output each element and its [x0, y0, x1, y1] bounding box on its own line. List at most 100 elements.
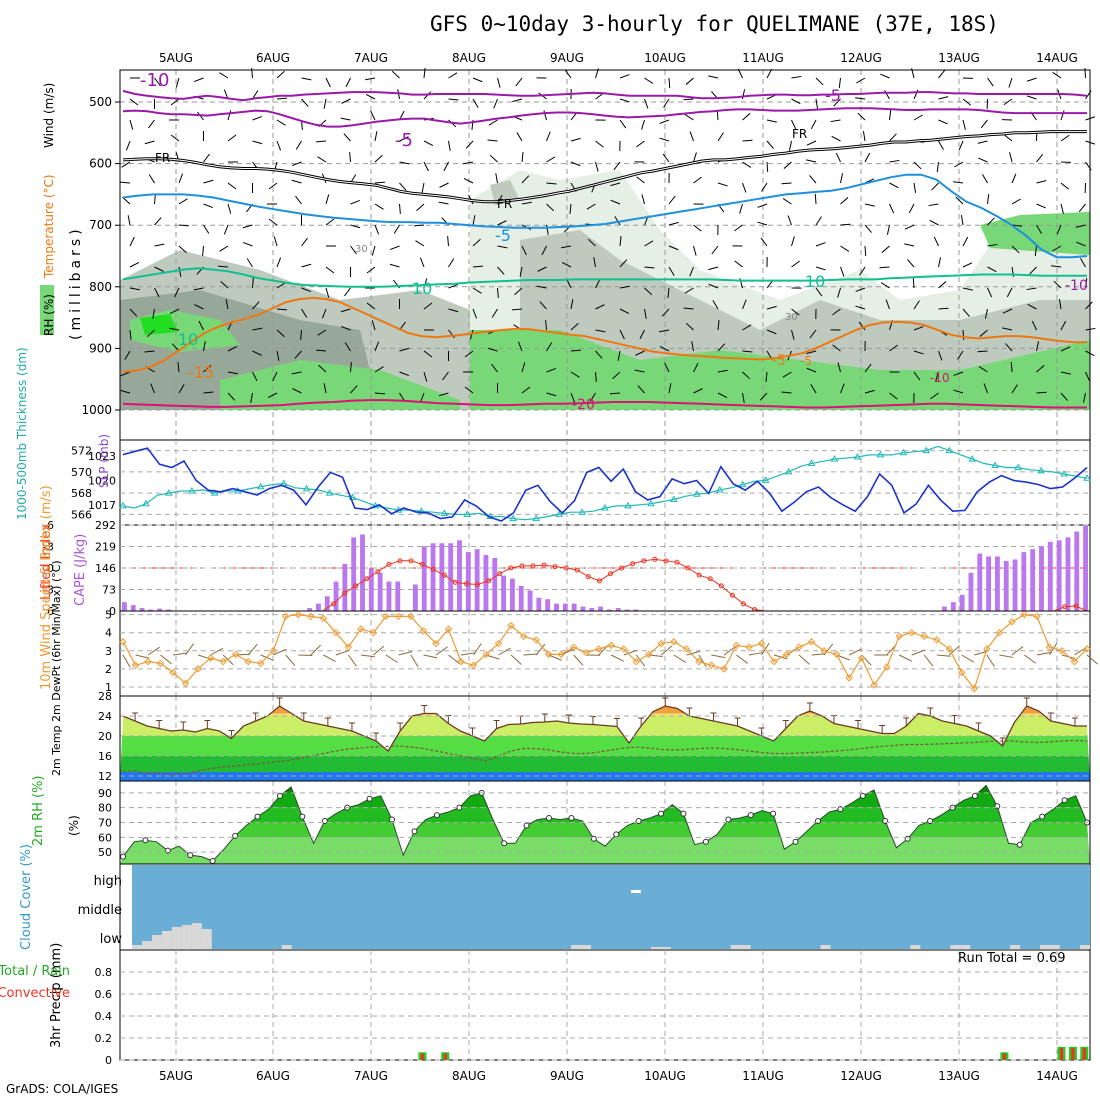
thickness-point — [761, 476, 770, 483]
bottom-day-label: 6AUG — [256, 1069, 290, 1083]
wind-barb — [350, 361, 352, 373]
precip-legend-convective: Convective — [0, 986, 70, 1001]
wind-barb — [913, 114, 923, 121]
wind-barb — [399, 182, 407, 191]
wind-barb — [717, 343, 726, 352]
wind-barb — [742, 350, 753, 353]
precip-tick-label: 0 — [105, 1054, 112, 1067]
wind-barb — [765, 371, 768, 382]
wind-barb — [831, 135, 841, 142]
rh-point — [209, 858, 216, 865]
lifted-index-point — [519, 563, 525, 569]
wind-barb — [175, 77, 180, 88]
cape-axis-label: CAPE (J/kg) — [73, 534, 88, 606]
wind-barb — [154, 243, 165, 247]
wind-barb — [489, 154, 498, 163]
wind-barb — [610, 199, 621, 205]
wind-barb — [619, 308, 630, 314]
cape-bar — [606, 609, 612, 611]
wind-barb — [371, 320, 376, 331]
wind-speed-point — [432, 639, 440, 648]
wind-barb — [120, 389, 131, 394]
wind-barb — [464, 350, 474, 358]
wind-barb — [913, 182, 917, 193]
wind-barb-10m — [798, 654, 810, 665]
wind-barb — [791, 236, 795, 247]
wind-barb — [1011, 198, 1021, 205]
wind-barb — [840, 245, 850, 252]
wind-speed-point — [970, 685, 979, 693]
lifted-index-point — [430, 566, 436, 572]
precip-legend-total: Total / Rain — [0, 964, 70, 979]
wind-barb — [399, 347, 410, 352]
wind-barb — [252, 115, 263, 121]
precip-tick-label: 0.8 — [95, 966, 113, 979]
wind-barb — [857, 112, 866, 121]
slp-line — [122, 447, 1088, 522]
wind-speed-point — [983, 645, 991, 653]
wind-barb — [1003, 134, 1013, 142]
wind-barb — [589, 392, 596, 402]
lifted-index-point — [552, 564, 558, 570]
wind-barb — [781, 182, 792, 185]
wind-barb — [472, 77, 483, 83]
wind-barb-10m — [410, 654, 419, 668]
wind-barb — [987, 194, 990, 205]
precip-tick-label: 0.6 — [95, 988, 113, 1001]
wind-barb — [144, 140, 155, 145]
wind-barb — [613, 161, 621, 171]
wind-speed-point — [482, 650, 490, 659]
wind-axis-label: Wind (m/s) — [42, 83, 56, 148]
lifted-index-point — [608, 571, 614, 577]
wind-barb-10m — [323, 654, 336, 663]
wind-barb — [399, 203, 401, 215]
wind-barb — [609, 392, 621, 395]
wind-barb — [840, 266, 845, 277]
wind-barb — [276, 140, 282, 151]
temp2m-axis-label: 2m Temp 2m DewPt (6hr Min/Max) (°C) — [50, 560, 63, 776]
wind-barb — [546, 203, 555, 212]
wind-barb — [1036, 365, 1045, 373]
wind-barb — [757, 221, 768, 226]
wind-barb-10m — [736, 654, 748, 664]
wind-barb — [1060, 203, 1064, 214]
cape-bar — [589, 608, 595, 611]
thickness-point — [899, 448, 908, 456]
lifted-index-point — [541, 562, 547, 568]
wind-barb — [1002, 308, 1013, 314]
li-axis-label: Lifted Index — [39, 523, 54, 600]
wind-barb — [668, 266, 675, 276]
precip-axis-label: 3hr Precip (mm) — [49, 943, 64, 1048]
wind-barb — [227, 371, 238, 375]
wind-barb — [837, 287, 841, 298]
lifted-index-point — [574, 567, 580, 573]
wind-speed-point — [707, 661, 716, 669]
wind-barb — [252, 140, 263, 145]
wind-barb — [570, 161, 581, 167]
wind-barb — [885, 299, 890, 310]
cape-bar — [121, 602, 127, 611]
wind-barb — [791, 308, 800, 316]
wind-barb — [1060, 134, 1070, 142]
wind-barb — [661, 308, 670, 317]
wind-barb — [252, 350, 262, 356]
wind-barb — [423, 161, 429, 172]
wind-barb — [150, 383, 155, 394]
wind-barb — [734, 224, 743, 232]
cape-bar — [518, 585, 524, 611]
wind-barb — [734, 260, 743, 268]
thickness-point — [807, 459, 816, 466]
wind-barb — [291, 371, 302, 375]
run-total-label: Run Total = 0.69 — [958, 951, 1066, 966]
cloud-cover-area — [132, 865, 1090, 949]
wind-speed-point — [269, 647, 277, 655]
wind-speed-point — [632, 657, 641, 666]
wind-barb — [423, 350, 433, 358]
wind-barb — [546, 392, 557, 397]
wind-barb — [1060, 320, 1067, 331]
wind-barb-10m — [273, 648, 287, 656]
wind-barb-10m — [623, 649, 638, 656]
wind-barb — [1011, 224, 1022, 227]
low-cloud-bar — [1010, 945, 1021, 949]
wind-barb — [152, 308, 155, 319]
